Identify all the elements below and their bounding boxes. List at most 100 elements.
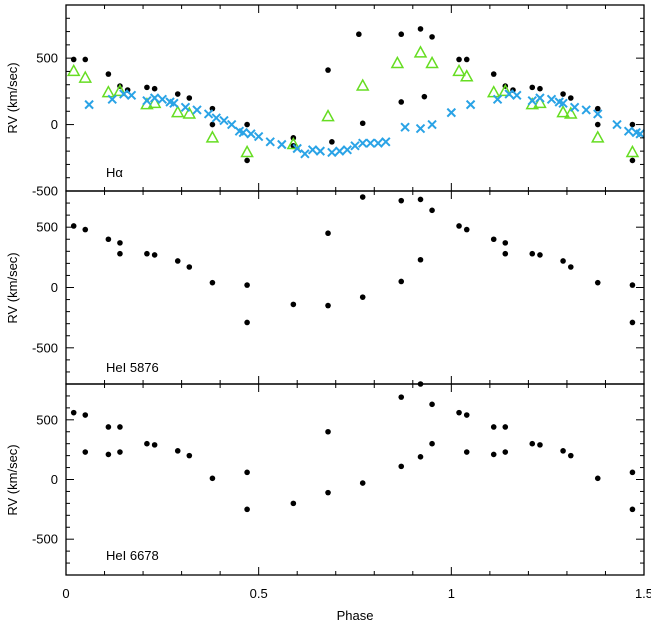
- data-point-cross: [142, 95, 152, 106]
- data-point-dot: [105, 451, 112, 458]
- panel-halpha: -500 0 500 RV (km/sec) Hα: [5, 4, 645, 199]
- ylabel-halpha: RV (km/sec): [5, 62, 20, 133]
- data-point-dot: [244, 121, 250, 128]
- data-point-triangle: [625, 144, 640, 158]
- data-point-cross: [211, 113, 221, 123]
- plot-frame-hei-6678: [65, 383, 645, 576]
- data-point-dot: [105, 236, 112, 243]
- data-point-triangle: [556, 105, 570, 118]
- data-point-cross: [512, 90, 522, 101]
- data-point-dot: [359, 194, 366, 200]
- data-point-triangle: [413, 45, 428, 58]
- data-point-cross: [300, 149, 310, 159]
- y-tick-label-hei-6678: -500: [32, 532, 58, 547]
- data-point-cross: [535, 93, 545, 103]
- data-point-cross: [623, 126, 634, 136]
- data-point-dot: [594, 475, 601, 482]
- data-point-triangle: [459, 69, 474, 82]
- data-point-triangle: [205, 130, 220, 143]
- data-point-cross: [492, 94, 503, 105]
- data-point-dot: [463, 449, 470, 455]
- x-tick-label: 1.5: [635, 586, 651, 601]
- data-point-dot: [594, 121, 601, 128]
- data-point-dot: [325, 67, 331, 73]
- data-point-dot: [398, 394, 405, 400]
- data-point-cross: [84, 99, 94, 110]
- data-point-cross: [350, 141, 360, 151]
- data-point-triangle: [425, 55, 439, 69]
- data-point-dot: [244, 157, 250, 164]
- data-point-dot: [537, 442, 543, 448]
- data-point-cross: [107, 94, 117, 105]
- data-point-cross: [315, 146, 326, 156]
- data-point-dot: [490, 236, 497, 243]
- data-point-dot: [209, 121, 216, 128]
- x-tick-label: 0.5: [250, 586, 268, 601]
- data-point-cross: [253, 131, 264, 142]
- data-point-cross: [415, 123, 426, 134]
- data-point-dot: [490, 451, 497, 458]
- data-point-dot: [629, 121, 636, 128]
- data-point-dot: [186, 95, 193, 101]
- data-point-dot: [456, 56, 462, 63]
- data-point-dot: [502, 240, 509, 246]
- data-point-cross: [593, 109, 603, 119]
- data-point-dot: [463, 56, 470, 63]
- data-point-dot: [567, 95, 574, 101]
- data-point-dot: [144, 440, 150, 447]
- x-tick-label: 1: [448, 586, 455, 601]
- data-point-dot: [209, 105, 216, 112]
- data-point-dot: [151, 442, 158, 448]
- data-point-dot: [629, 319, 636, 326]
- data-point-dot: [629, 506, 636, 513]
- y-tick-label-halpha: -500: [32, 184, 58, 199]
- panel-hei-6678: -500 0 500 RV (km/sec) HeI 6678: [5, 381, 645, 576]
- data-point-triangle: [66, 63, 81, 77]
- data-point-dot: [174, 448, 181, 454]
- x-tick-label: 0: [62, 586, 69, 601]
- data-point-cross: [226, 119, 237, 130]
- data-point-dot: [356, 31, 362, 38]
- data-point-dot: [70, 56, 77, 63]
- data-point-triangle: [147, 95, 162, 109]
- data-point-dot: [567, 452, 574, 459]
- data-point-dot: [70, 409, 77, 416]
- data-point-dot: [82, 226, 89, 233]
- data-point-dot: [105, 71, 112, 77]
- data-point-triangle: [286, 136, 301, 150]
- data-point-cross: [465, 99, 476, 110]
- data-point-dot: [117, 240, 123, 246]
- data-point-dot: [456, 223, 462, 229]
- data-point-dot: [398, 278, 405, 285]
- data-point-dot: [560, 258, 566, 264]
- data-point-cross: [569, 102, 580, 113]
- data-point-dot: [244, 319, 250, 326]
- y-tick-label-hei-5876: 500: [36, 220, 58, 235]
- data-point-dot: [456, 409, 462, 416]
- y-tick-label-hei-6678: 500: [36, 412, 58, 427]
- ylabel-hei-5876: RV (km/sec): [5, 252, 20, 323]
- data-point-triangle: [321, 109, 335, 122]
- data-point-cross: [169, 98, 179, 109]
- data-point-dot: [429, 440, 435, 447]
- data-point-cross: [546, 94, 557, 105]
- data-point-dot: [117, 250, 123, 257]
- data-point-triangle: [78, 70, 93, 83]
- data-point-dot: [359, 480, 366, 486]
- plot-frame-halpha: [65, 4, 645, 192]
- data-point-triangle: [240, 144, 254, 158]
- data-point-dot: [117, 424, 123, 430]
- panel-label-hei-6678: HeI 6678: [106, 548, 159, 563]
- data-point-cross: [612, 119, 622, 130]
- data-point-dot: [144, 250, 150, 257]
- xlabel: Phase: [337, 608, 374, 623]
- data-point-cross: [292, 143, 302, 154]
- data-point-triangle: [355, 78, 370, 91]
- data-point-dot: [594, 279, 601, 286]
- data-point-dot: [244, 282, 250, 288]
- ylabel-hei-6678: RV (km/sec): [5, 444, 20, 515]
- data-point-triangle: [452, 63, 466, 77]
- panel-label-hei-5876: HeI 5876: [106, 360, 159, 375]
- data-point-cross: [119, 89, 129, 99]
- data-point-triangle: [590, 130, 605, 143]
